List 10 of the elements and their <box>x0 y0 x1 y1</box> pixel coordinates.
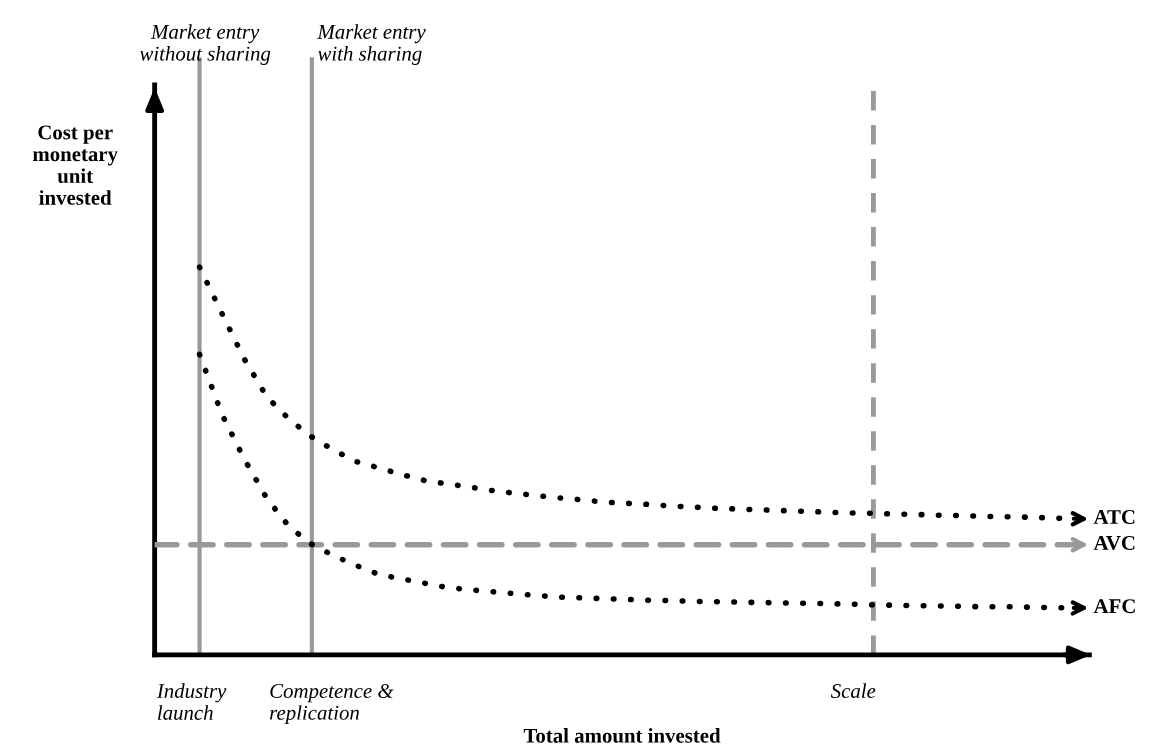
text: Competence & replication <box>270 683 394 725</box>
x-axis-title: Total amount invested <box>523 728 721 743</box>
text: Market entry with sharing <box>317 24 426 65</box>
legend-label: AFC <box>1093 599 1135 614</box>
legend-label: AVC <box>1093 535 1135 551</box>
text: Scale <box>830 683 876 699</box>
legend-label: ATC <box>1093 509 1135 524</box>
y-axis-title: Cost per monetary unit invested <box>32 125 118 205</box>
text: Industry launch <box>156 683 227 720</box>
text: Market entry without sharing <box>139 24 271 65</box>
